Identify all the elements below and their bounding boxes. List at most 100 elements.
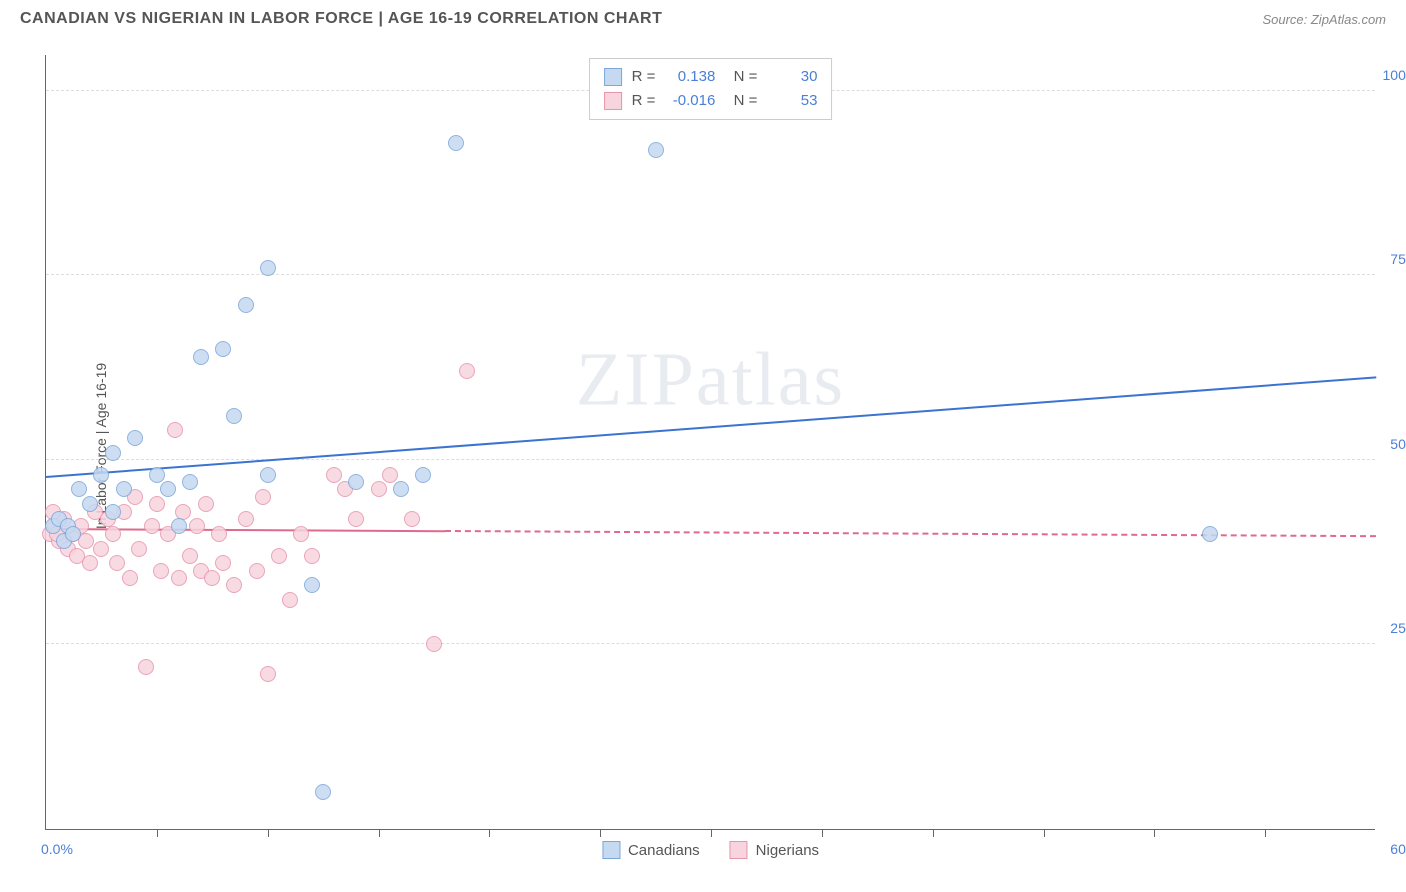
data-point <box>1202 526 1218 542</box>
data-point <box>105 526 121 542</box>
data-point <box>153 563 169 579</box>
x-tick <box>1154 829 1155 837</box>
data-point <box>326 467 342 483</box>
swatch-nigerians <box>604 92 622 110</box>
chart-source: Source: ZipAtlas.com <box>1262 12 1386 27</box>
data-point <box>271 548 287 564</box>
data-point <box>238 511 254 527</box>
data-point <box>149 496 165 512</box>
data-point <box>144 518 160 534</box>
data-point <box>198 496 214 512</box>
x-axis-min-label: 0.0% <box>41 841 73 857</box>
x-tick <box>600 829 601 837</box>
data-point <box>215 555 231 571</box>
data-point <box>131 541 147 557</box>
swatch-nigerians-icon <box>730 841 748 859</box>
legend-row-canadians: R = 0.138 N = 30 <box>604 65 818 89</box>
data-point <box>293 526 309 542</box>
r-value-canadians: 0.138 <box>665 65 715 89</box>
x-tick <box>268 829 269 837</box>
data-point <box>304 577 320 593</box>
trend-line <box>46 377 1376 479</box>
data-point <box>238 297 254 313</box>
data-point <box>105 445 121 461</box>
x-tick <box>933 829 934 837</box>
y-tick-label: 50.0% <box>1390 436 1406 452</box>
data-point <box>211 526 227 542</box>
data-point <box>204 570 220 586</box>
x-tick <box>1265 829 1266 837</box>
n-value-canadians: 30 <box>767 65 817 89</box>
x-tick <box>822 829 823 837</box>
data-point <box>459 363 475 379</box>
trend-line-dashed <box>445 530 1376 537</box>
x-tick <box>489 829 490 837</box>
gridline <box>46 643 1375 644</box>
n-value-nigerians: 53 <box>767 89 817 113</box>
x-tick <box>157 829 158 837</box>
data-point <box>82 555 98 571</box>
chart-title: CANADIAN VS NIGERIAN IN LABOR FORCE | AG… <box>20 10 662 28</box>
data-point <box>167 422 183 438</box>
data-point <box>93 541 109 557</box>
data-point <box>249 563 265 579</box>
r-value-nigerians: -0.016 <box>665 89 715 113</box>
data-point <box>189 518 205 534</box>
legend-row-nigerians: R = -0.016 N = 53 <box>604 89 818 113</box>
x-tick <box>1044 829 1045 837</box>
data-point <box>382 467 398 483</box>
x-tick <box>711 829 712 837</box>
data-point <box>304 548 320 564</box>
data-point <box>260 666 276 682</box>
data-point <box>215 341 231 357</box>
y-tick-label: 100.0% <box>1383 67 1406 83</box>
data-point <box>127 430 143 446</box>
data-point <box>415 467 431 483</box>
data-point <box>348 511 364 527</box>
data-point <box>149 467 165 483</box>
data-point <box>93 467 109 483</box>
data-point <box>648 142 664 158</box>
data-point <box>116 481 132 497</box>
data-point <box>260 467 276 483</box>
gridline <box>46 274 1375 275</box>
data-point <box>182 548 198 564</box>
data-point <box>282 592 298 608</box>
watermark: ZIPatlas <box>576 337 845 424</box>
data-point <box>393 481 409 497</box>
chart-header: CANADIAN VS NIGERIAN IN LABOR FORCE | AG… <box>0 0 1406 38</box>
data-point <box>226 577 242 593</box>
data-point <box>175 504 191 520</box>
scatter-chart: ZIPatlas R = 0.138 N = 30 R = -0.016 N =… <box>45 55 1375 830</box>
data-point <box>426 636 442 652</box>
swatch-canadians-icon <box>602 841 620 859</box>
data-point <box>109 555 125 571</box>
legend-item-canadians: Canadians <box>602 841 700 859</box>
data-point <box>138 659 154 675</box>
data-point <box>193 349 209 365</box>
series-legend: Canadians Nigerians <box>602 841 819 859</box>
data-point <box>171 570 187 586</box>
data-point <box>105 504 121 520</box>
x-axis-max-label: 60.0% <box>1390 841 1406 857</box>
data-point <box>160 481 176 497</box>
swatch-canadians <box>604 68 622 86</box>
legend-item-nigerians: Nigerians <box>730 841 819 859</box>
data-point <box>82 496 98 512</box>
y-tick-label: 25.0% <box>1390 620 1406 636</box>
data-point <box>255 489 271 505</box>
legend-label-canadians: Canadians <box>628 842 700 859</box>
data-point <box>404 511 420 527</box>
data-point <box>122 570 138 586</box>
data-point <box>371 481 387 497</box>
x-tick <box>379 829 380 837</box>
correlation-legend: R = 0.138 N = 30 R = -0.016 N = 53 <box>589 58 833 120</box>
legend-label-nigerians: Nigerians <box>756 842 819 859</box>
y-tick-label: 75.0% <box>1390 251 1406 267</box>
data-point <box>65 526 81 542</box>
gridline <box>46 459 1375 460</box>
data-point <box>226 408 242 424</box>
data-point <box>260 260 276 276</box>
data-point <box>348 474 364 490</box>
data-point <box>315 784 331 800</box>
